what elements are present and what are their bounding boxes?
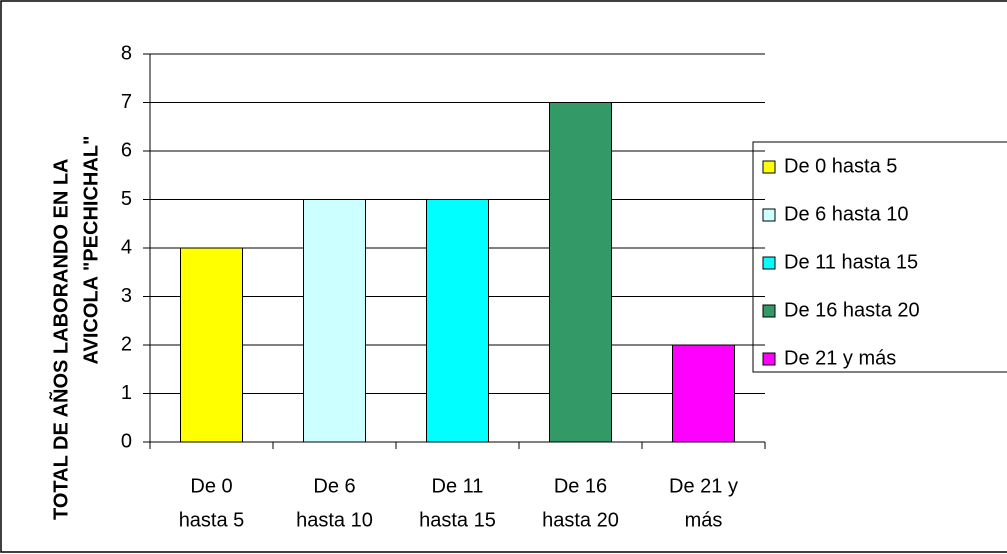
x-tick-label: De 16 xyxy=(554,475,607,497)
legend-label: De 6 hasta 10 xyxy=(784,203,909,225)
x-tick-label: hasta 5 xyxy=(179,509,245,531)
bar xyxy=(303,199,366,443)
legend-swatch xyxy=(762,352,776,366)
x-tick-label: De 6 xyxy=(313,475,355,497)
bar xyxy=(672,344,735,443)
y-tick-label: 2 xyxy=(121,333,132,355)
y-tick-label: 7 xyxy=(121,91,132,113)
legend-label: De 0 hasta 5 xyxy=(784,155,897,177)
legend-label: De 21 y más xyxy=(784,347,896,369)
x-tick-label: hasta 15 xyxy=(419,509,496,531)
legend-swatch xyxy=(762,160,776,174)
y-tick-label: 0 xyxy=(121,430,132,452)
bar xyxy=(549,102,612,443)
y-tick-label: 3 xyxy=(121,285,132,307)
x-tick-label: hasta 10 xyxy=(296,509,373,531)
y-tick-label: 8 xyxy=(121,42,132,64)
legend xyxy=(752,141,1007,373)
x-tick-label: hasta 20 xyxy=(542,509,619,531)
x-tick-label: más xyxy=(685,509,723,531)
y-tick-label: 6 xyxy=(121,139,132,161)
x-tick-label: De 11 xyxy=(432,475,484,497)
bar xyxy=(426,199,489,443)
x-tick-label: De 0 xyxy=(190,475,232,497)
legend-swatch xyxy=(762,208,776,222)
legend-label: De 11 hasta 15 xyxy=(784,251,918,273)
y-axis-label: TOTAL DE AÑOS LABORANDO EN LA xyxy=(49,159,72,520)
x-tick-label: De 21 y xyxy=(669,475,738,497)
legend-swatch xyxy=(762,256,776,270)
y-tick-label: 5 xyxy=(121,188,132,210)
y-tick-label: 4 xyxy=(121,236,132,258)
y-tick-label: 1 xyxy=(121,382,132,404)
y-axis-label: AVICOLA "PECHICHAL" xyxy=(80,136,102,365)
legend-label: De 16 hasta 20 xyxy=(784,299,920,321)
legend-swatch xyxy=(762,304,776,318)
bar xyxy=(180,247,243,443)
